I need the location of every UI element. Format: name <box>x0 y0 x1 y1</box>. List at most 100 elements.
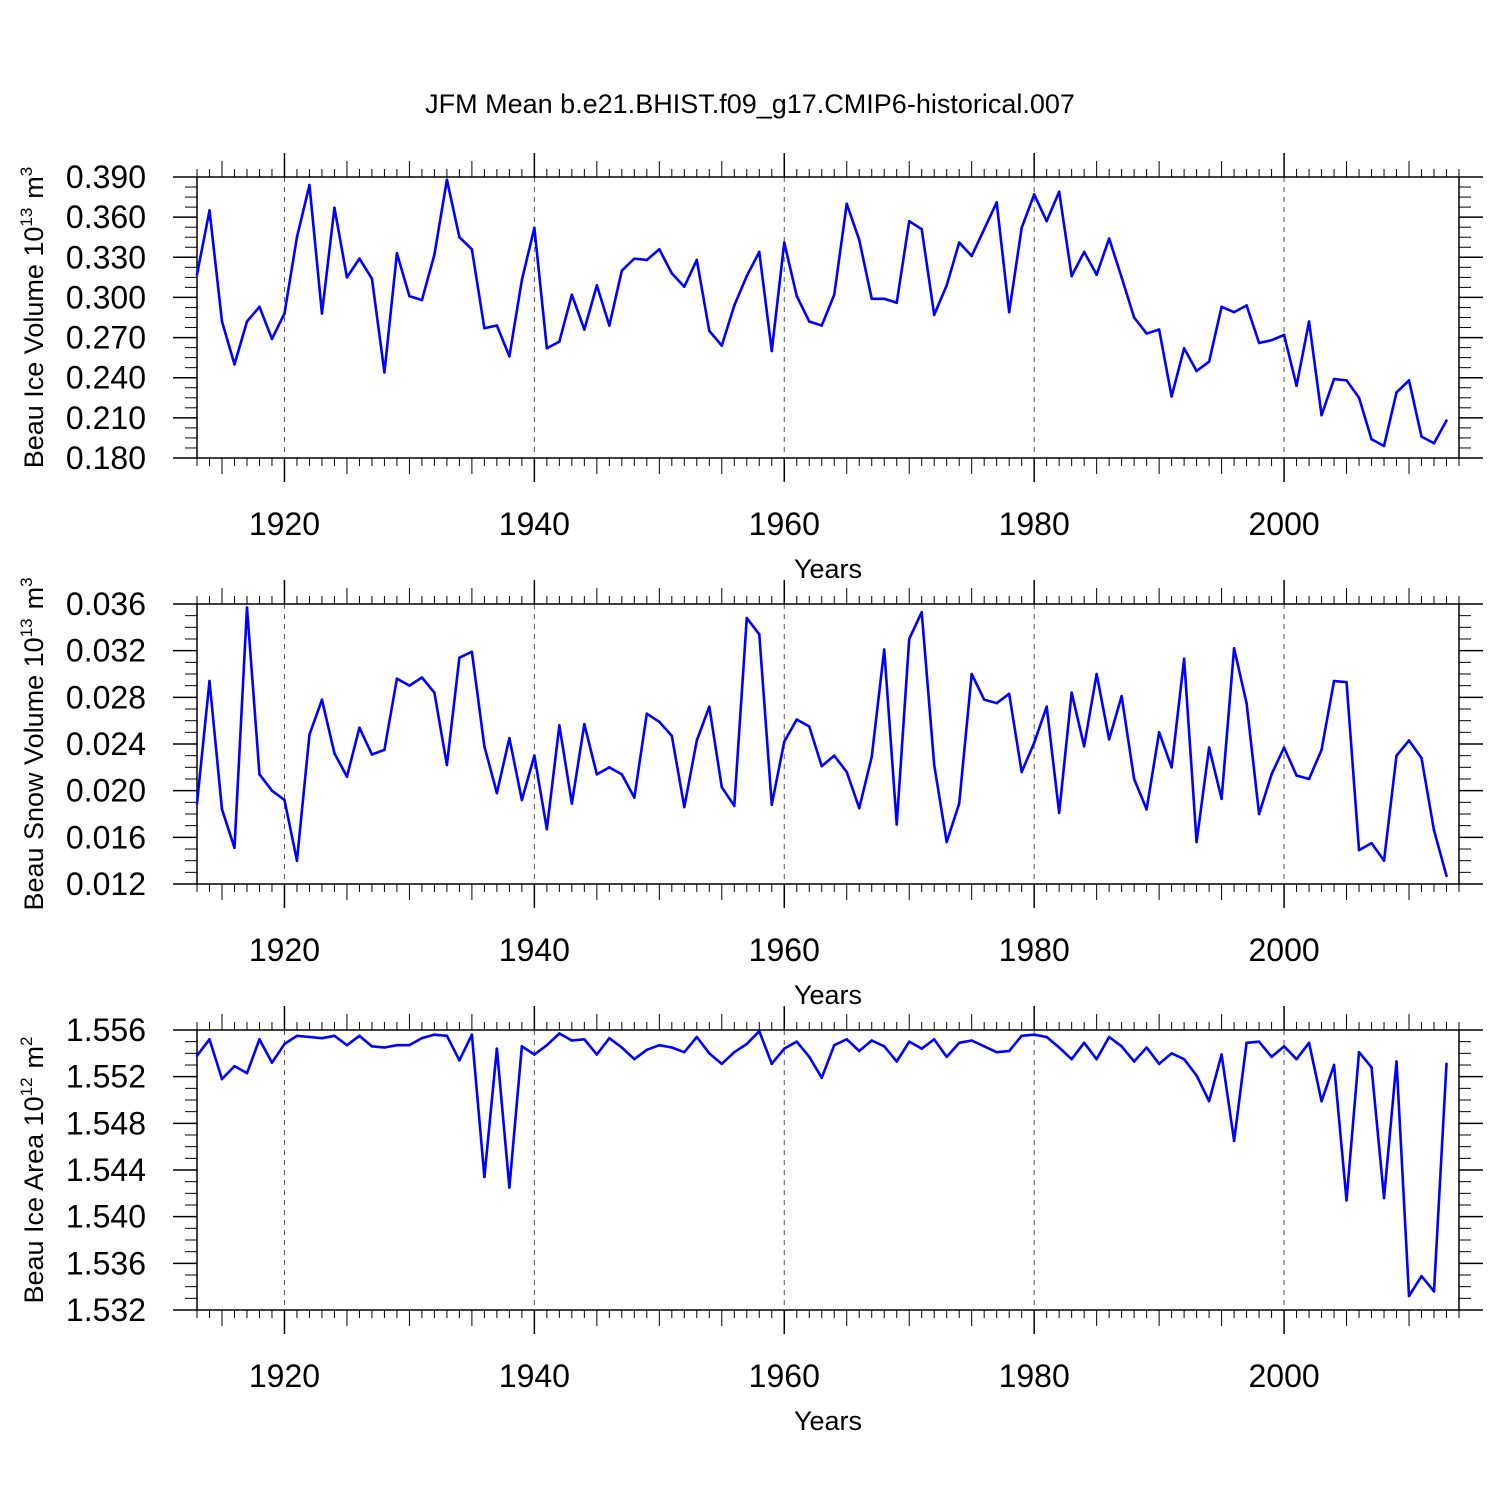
data-point <box>1232 310 1236 314</box>
data-point <box>270 789 274 792</box>
data-point <box>957 1041 961 1045</box>
data-point <box>195 802 199 805</box>
data-point <box>258 305 261 309</box>
data-point <box>1270 338 1273 342</box>
data-point <box>845 1038 849 1041</box>
data-point <box>1020 1034 1023 1038</box>
data-point <box>358 257 361 260</box>
x-tick-label: 2000 <box>1248 932 1319 968</box>
data-point <box>757 1029 761 1033</box>
data-point <box>295 235 299 239</box>
data-point <box>595 773 599 776</box>
y-tick-label: 1.536 <box>66 1245 146 1281</box>
data-point <box>1332 1063 1336 1067</box>
data-point <box>1407 1294 1411 1298</box>
data-point <box>620 1046 624 1049</box>
data-point <box>757 250 761 254</box>
data-point <box>383 1046 386 1049</box>
data-point <box>208 1038 211 1041</box>
data-point <box>1432 441 1436 445</box>
data-point <box>870 297 874 301</box>
data-point <box>857 806 861 810</box>
data-point <box>970 254 973 258</box>
data-point <box>1445 1062 1448 1066</box>
data-point <box>458 1059 461 1062</box>
data-point <box>220 320 224 323</box>
data-point <box>620 269 624 272</box>
data-point <box>1070 691 1073 694</box>
data-point <box>220 1077 224 1081</box>
data-point <box>1357 1050 1361 1054</box>
data-point <box>1170 1052 1173 1055</box>
data-point <box>233 363 236 366</box>
data-point <box>1045 705 1048 708</box>
data-point <box>1032 1033 1036 1036</box>
x-tick-label: 1980 <box>999 506 1070 542</box>
data-series-line <box>195 1029 1448 1298</box>
data-point <box>633 257 636 260</box>
data-point <box>308 1035 311 1039</box>
y-axis-label-exponent: 13 <box>17 618 36 637</box>
data-point <box>670 734 674 738</box>
data-point <box>907 637 911 641</box>
data-point <box>820 1076 824 1080</box>
y-axis-label: Beau Ice Area 1012 m2 <box>17 1036 49 1303</box>
y-tick-label: 0.036 <box>66 586 146 622</box>
data-point <box>520 278 524 282</box>
x-tick-label: 1980 <box>999 1358 1070 1394</box>
data-point <box>283 312 286 315</box>
data-point <box>970 1039 973 1042</box>
y-axis-label-unit-exponent: 3 <box>17 577 36 586</box>
data-point <box>895 823 899 826</box>
y-axis-label-exponent: 12 <box>17 1077 36 1096</box>
x-tick-label: 1980 <box>999 932 1070 968</box>
data-point <box>745 616 749 620</box>
data-point <box>1007 692 1011 696</box>
y-tick-label: 0.012 <box>66 866 146 902</box>
data-point <box>1345 379 1348 382</box>
data-point <box>1445 419 1448 422</box>
data-point <box>707 329 711 333</box>
y-axis-label-exponent: 13 <box>17 208 36 227</box>
data-point <box>1245 304 1248 307</box>
data-point <box>1195 840 1198 844</box>
data-point <box>995 201 998 204</box>
data-point <box>1182 346 1186 350</box>
y-tick-label: 1.556 <box>66 1012 146 1048</box>
data-point <box>508 1186 511 1189</box>
data-point <box>1095 273 1098 276</box>
data-point <box>1032 741 1036 745</box>
data-point <box>1295 1057 1298 1061</box>
data-point <box>995 701 998 705</box>
x-tick-label: 1940 <box>499 932 570 968</box>
data-point <box>508 355 511 358</box>
data-point <box>1232 647 1236 650</box>
data-point <box>745 1042 749 1046</box>
data-point <box>782 1047 786 1050</box>
data-point <box>1207 360 1211 363</box>
y-tick-label: 0.016 <box>66 819 146 855</box>
y-axis-label-unit-exponent: 3 <box>17 167 36 176</box>
data-point <box>533 1053 536 1056</box>
data-point <box>1357 848 1361 852</box>
data-point <box>732 804 736 808</box>
data-point <box>720 344 724 347</box>
data-point <box>520 798 524 802</box>
data-point <box>920 610 924 614</box>
data-point <box>795 1040 799 1043</box>
data-point <box>895 301 899 305</box>
y-axis-label: Beau Snow Volume 1013 m3 <box>17 577 49 910</box>
data-point <box>395 1043 399 1047</box>
data-point <box>945 1055 949 1059</box>
y-tick-label: 0.032 <box>66 633 146 669</box>
y-tick-label: 1.540 <box>66 1199 146 1235</box>
data-point <box>420 298 424 302</box>
data-point <box>932 313 936 317</box>
data-point <box>1307 777 1311 781</box>
figure-title: JFM Mean b.e21.BHIST.f09_g17.CMIP6-histo… <box>425 89 1075 119</box>
data-point <box>245 1071 249 1075</box>
data-point <box>1057 1046 1061 1049</box>
data-point <box>1370 841 1373 845</box>
data-point <box>370 1045 374 1048</box>
data-point <box>683 285 686 289</box>
